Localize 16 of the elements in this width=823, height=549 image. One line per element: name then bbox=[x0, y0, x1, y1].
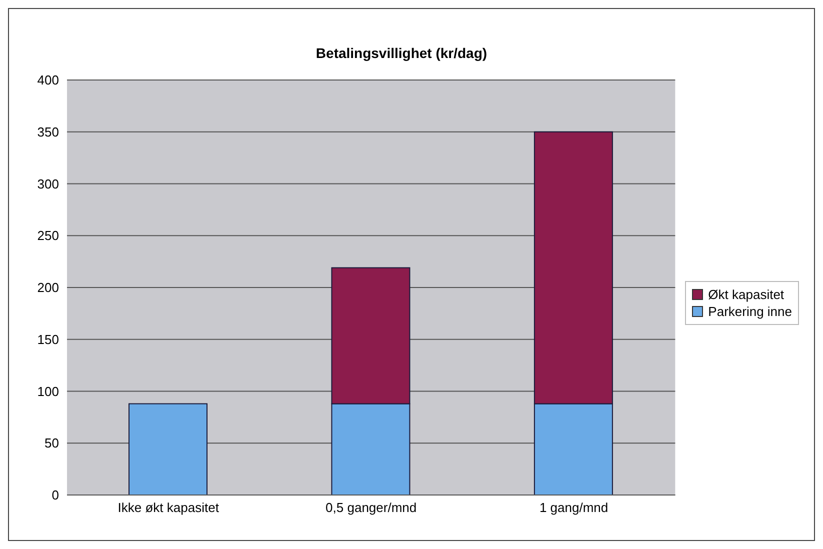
x-tick-label: 1 gang/mnd bbox=[539, 500, 608, 516]
chart-title: Betalingsvillighet (kr/dag) bbox=[316, 45, 488, 61]
y-tick-label: 300 bbox=[37, 176, 59, 192]
y-tick-label: 250 bbox=[37, 228, 59, 244]
legend-label: Økt kapasitet bbox=[708, 286, 784, 302]
y-tick-label: 0 bbox=[52, 488, 59, 503]
y-tick-label: 350 bbox=[37, 124, 59, 140]
y-tick-label: 100 bbox=[37, 384, 59, 399]
y-tick-label: 400 bbox=[37, 72, 59, 88]
x-tick-label: 0,5 ganger/mnd bbox=[326, 500, 417, 516]
y-tick-label: 50 bbox=[44, 436, 59, 451]
legend-label: Parkering inne bbox=[708, 304, 792, 318]
bar bbox=[128, 403, 208, 495]
x-tick-label: Ikke økt kapasitet bbox=[118, 500, 220, 516]
y-tick-label: 200 bbox=[37, 280, 59, 296]
y-tick-label: 150 bbox=[37, 332, 59, 347]
